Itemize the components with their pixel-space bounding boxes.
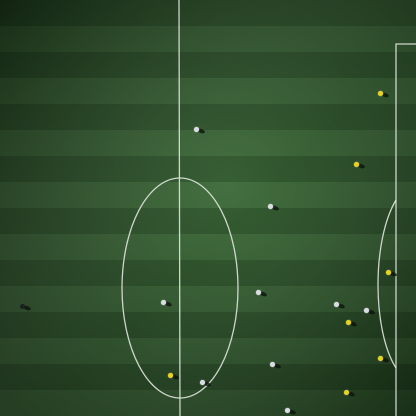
player-white xyxy=(161,300,173,310)
center-circle xyxy=(121,177,239,399)
player-white xyxy=(270,362,282,372)
player-yellow xyxy=(378,91,390,101)
player-white xyxy=(364,308,376,318)
player-white xyxy=(194,127,206,137)
player-yellow xyxy=(168,373,180,383)
player-white xyxy=(334,302,346,312)
player-yellow xyxy=(386,270,398,280)
player-yellow xyxy=(344,390,356,400)
halfway-line xyxy=(178,0,181,416)
player-white xyxy=(268,204,280,214)
player-yellow xyxy=(346,320,358,330)
player-white xyxy=(200,380,212,390)
player-yellow xyxy=(354,162,366,172)
penalty-arc xyxy=(377,199,397,369)
player-white xyxy=(256,290,268,300)
pitch-markings xyxy=(121,0,416,416)
player-dark xyxy=(20,304,32,314)
player-white xyxy=(285,408,297,416)
penalty-area-line xyxy=(395,43,416,416)
player-yellow xyxy=(378,356,390,366)
